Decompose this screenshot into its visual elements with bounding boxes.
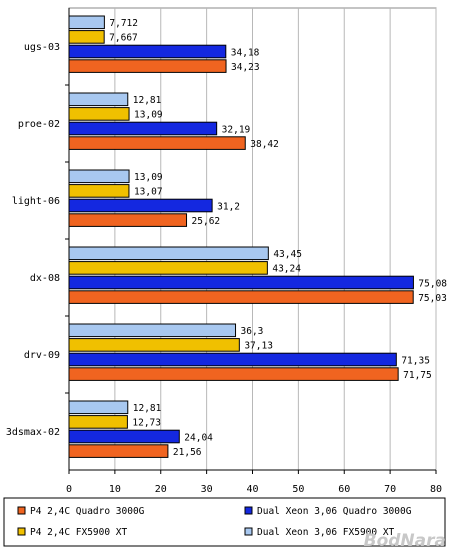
- bar-ugs-03-dual-xeon-3-06-quadro-3000g: [68, 44, 227, 59]
- data-label: 13,09: [134, 110, 163, 121]
- data-label: 13,09: [134, 172, 163, 183]
- bar-ugs-03-p4-2-4c-fx5900-xt: [68, 30, 105, 44]
- legend-swatch: [17, 527, 26, 536]
- x-tick-label: 40: [246, 484, 258, 495]
- legend: P4 2,4C Quadro 3000G Dual Xeon 3,06 Quadr…: [3, 497, 446, 547]
- data-label: 7,667: [109, 33, 138, 44]
- data-label: 12,81: [133, 403, 162, 414]
- data-label: 43,24: [272, 264, 301, 275]
- category-label: proe-02: [18, 119, 60, 130]
- bar-proe-02-dual-xeon-3-06-fx5900-xt: [68, 92, 129, 107]
- category-label: dx-08: [30, 273, 60, 284]
- bar-drv-09-dual-xeon-3-06-quadro-3000g: [68, 352, 397, 367]
- data-label: 32,19: [222, 124, 251, 135]
- bar-proe-02-p4-2-4c-fx5900-xt: [68, 107, 130, 121]
- data-label: 38,42: [250, 139, 279, 150]
- legend-swatch: [17, 506, 26, 515]
- data-label: 71,35: [401, 355, 430, 366]
- x-tick-label: 30: [201, 484, 213, 495]
- data-label: 37,13: [244, 341, 273, 352]
- bar-light-06-p4-2-4c-fx5900-xt: [68, 184, 130, 198]
- x-tick-label: 0: [66, 484, 72, 495]
- bar-dx-08-dual-xeon-3-06-fx5900-xt: [68, 246, 269, 261]
- data-label: 75,08: [418, 278, 447, 289]
- bar-3dsmax-02-p4-2-4c-fx5900-xt: [68, 415, 128, 429]
- bar-drv-09-p4-2-4c-fx5900-xt: [68, 338, 240, 352]
- data-label: 24,04: [184, 432, 213, 443]
- bars: 7,712 7,667 34,18 34,23 12,81 13,09 32,19 38,42…: [68, 15, 447, 458]
- bar-dx-08-dual-xeon-3-06-quadro-3000g: [68, 275, 414, 290]
- bar-ugs-03-dual-xeon-3-06-fx5900-xt: [68, 15, 105, 30]
- data-label: 13,07: [134, 187, 163, 198]
- legend-swatch: [244, 506, 253, 515]
- legend-box: [3, 497, 446, 547]
- data-label: 12,73: [132, 418, 161, 429]
- bar-3dsmax-02-dual-xeon-3-06-quadro-3000g: [68, 429, 180, 444]
- category-label: drv-09: [24, 350, 60, 361]
- x-tick-label: 60: [338, 484, 350, 495]
- bar-drv-09-p4-2-4c-quadro-3000g: [68, 367, 399, 381]
- bar-light-06-p4-2-4c-quadro-3000g: [68, 213, 188, 227]
- legend-label: Dual Xeon 3,06 FX5900 XT: [257, 527, 395, 538]
- data-label: 36,3: [241, 326, 264, 337]
- legend-label: P4 2,4C Quadro 3000G: [30, 506, 145, 517]
- legend-label: Dual Xeon 3,06 Quadro 3000G: [257, 506, 412, 517]
- bar-light-06-dual-xeon-3-06-quadro-3000g: [68, 198, 213, 213]
- data-label: 12,81: [133, 95, 162, 106]
- watermark-text: BodNara: [364, 531, 446, 549]
- legend-swatch: [244, 527, 253, 536]
- data-label: 31,2: [217, 201, 240, 212]
- data-label: 71,75: [403, 370, 432, 381]
- data-label: 7,712: [109, 18, 138, 29]
- bar-proe-02-p4-2-4c-quadro-3000g: [68, 136, 246, 150]
- bar-3dsmax-02-p4-2-4c-quadro-3000g: [68, 444, 169, 458]
- axes: 0 10 20 30 40 50 60 70 80 ugs-03 proe-02 light-06 dx…: [6, 8, 442, 495]
- x-tick-label: 50: [292, 484, 304, 495]
- x-tick-label: 20: [155, 484, 167, 495]
- bar-light-06-dual-xeon-3-06-fx5900-xt: [68, 169, 130, 184]
- bar-drv-09-dual-xeon-3-06-fx5900-xt: [68, 323, 237, 338]
- data-label: 34,23: [231, 62, 260, 73]
- data-label: 34,18: [231, 47, 260, 58]
- x-tick-label: 70: [384, 484, 396, 495]
- category-label: ugs-03: [24, 42, 60, 53]
- bar-proe-02-dual-xeon-3-06-quadro-3000g: [68, 121, 218, 136]
- bar-dx-08-p4-2-4c-fx5900-xt: [68, 261, 268, 275]
- data-label: 25,62: [192, 216, 221, 227]
- bar-ugs-03-p4-2-4c-quadro-3000g: [68, 59, 227, 73]
- category-label: 3dsmax-02: [6, 427, 60, 438]
- legend-label: P4 2,4C FX5900 XT: [30, 527, 128, 538]
- bar-3dsmax-02-dual-xeon-3-06-fx5900-xt: [68, 400, 129, 415]
- data-label: 75,03: [418, 293, 447, 304]
- x-tick-label: 80: [430, 484, 442, 495]
- bar-dx-08-p4-2-4c-quadro-3000g: [68, 290, 414, 304]
- data-label: 21,56: [173, 447, 202, 458]
- data-label: 43,45: [273, 249, 302, 260]
- x-tick-label: 10: [109, 484, 121, 495]
- category-label: light-06: [12, 196, 60, 207]
